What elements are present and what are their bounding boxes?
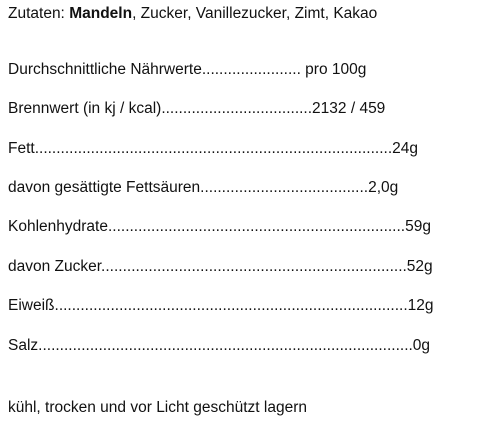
ingredients-line: Zutaten: Mandeln, Zucker, Vanillezucker,…	[8, 4, 377, 24]
nutrition-row-carbohydrates: Kohlenhydrate...........................…	[8, 218, 431, 235]
nutrition-row-fat: Fett....................................…	[8, 140, 418, 157]
ingredients-prefix: Zutaten:	[8, 5, 70, 22]
ingredients-highlight: Mandeln	[69, 5, 133, 22]
nutrition-row-protein: Eiweiß..................................…	[8, 297, 434, 314]
nutrition-row-sugar: davon Zucker............................…	[8, 258, 433, 275]
nutrition-row-energy: Brennwert (in kj / kcal)................…	[8, 100, 386, 117]
nutrition-row-salt: Salz....................................…	[8, 337, 431, 354]
nutrition-row-saturated-fat: davon gesättigte Fettsäuren.............…	[8, 179, 399, 196]
nutrition-header-row: Durchschnittliche Nährwerte.............…	[8, 61, 367, 78]
ingredients-rest: , Zucker, Vanillezucker, Zimt, Kakao	[132, 5, 378, 22]
storage-instructions: kühl, trocken und vor Licht geschützt la…	[8, 399, 307, 416]
